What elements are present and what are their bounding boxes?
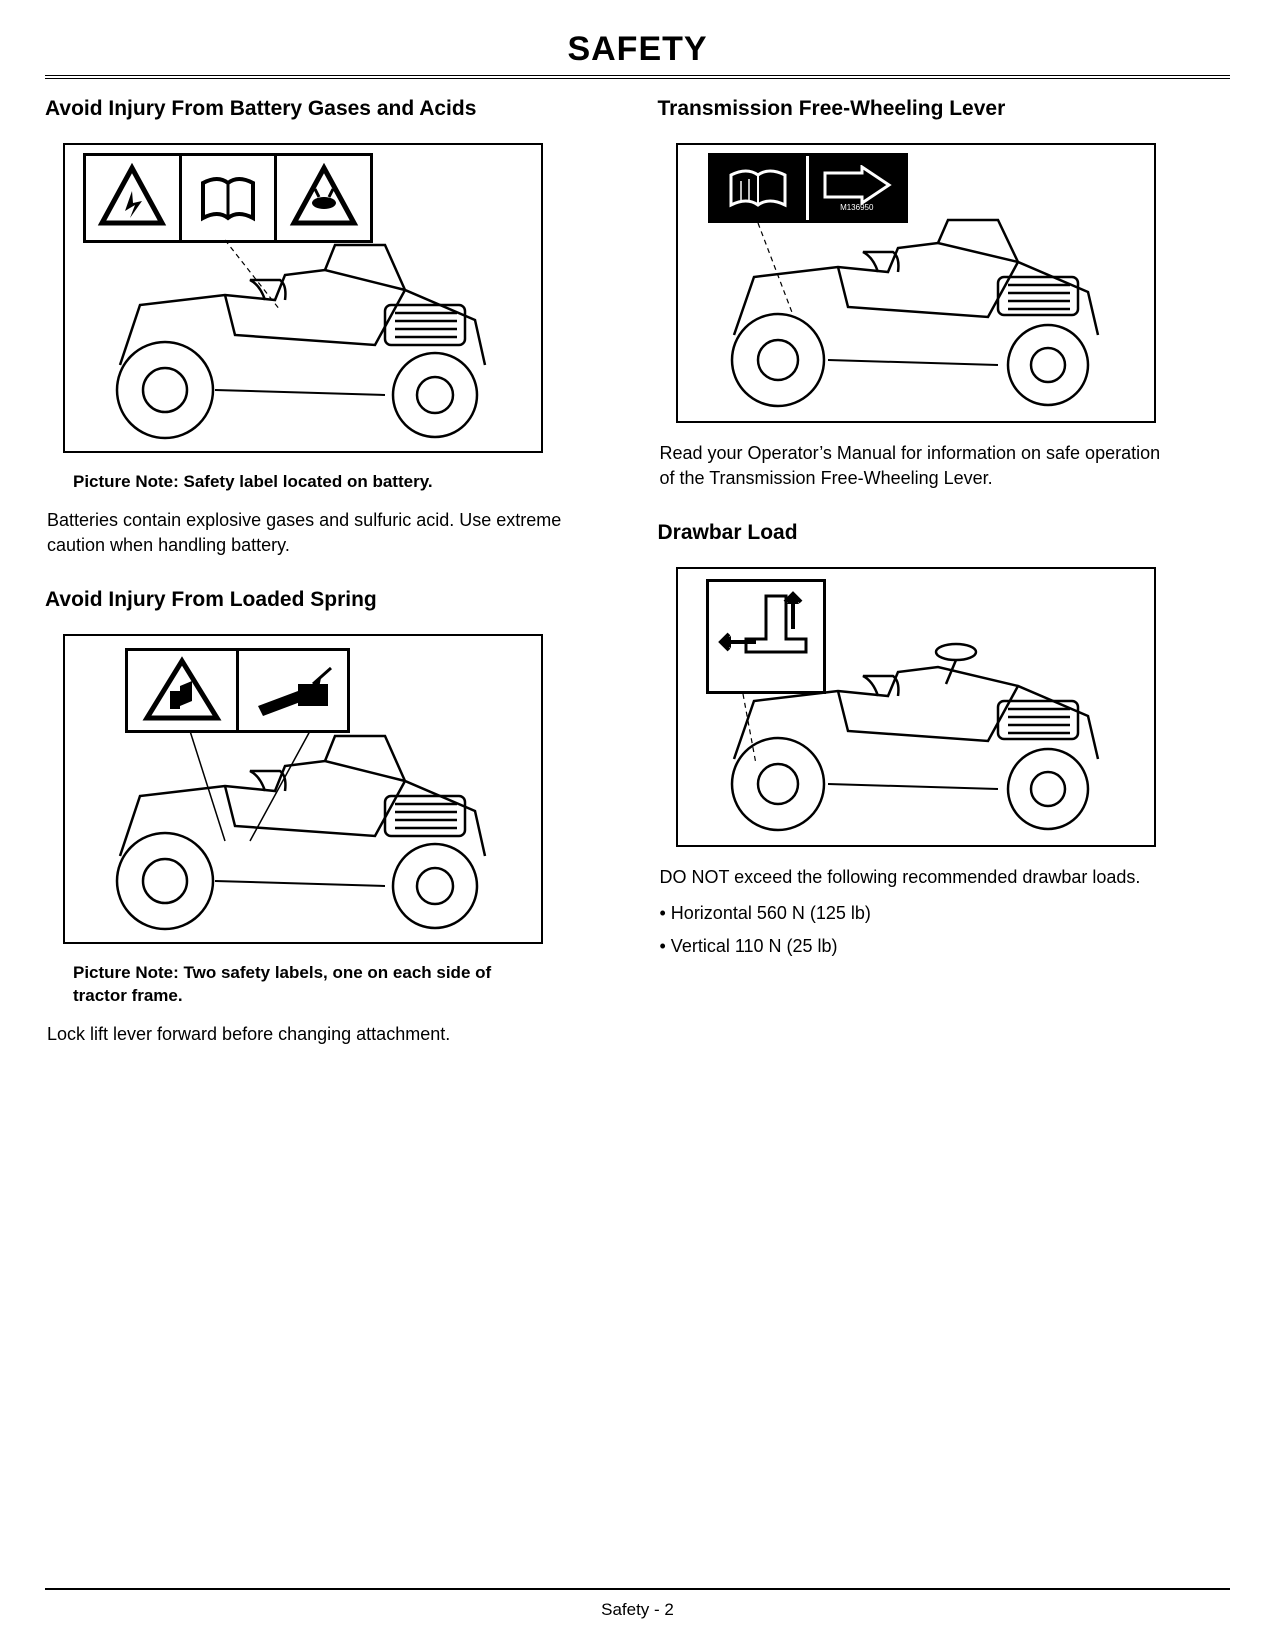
bullet-vertical: • Vertical 110 N (25 lb) <box>660 934 1231 959</box>
figure-spring <box>63 634 543 944</box>
right-column: Transmission Free-Wheeling Lever M136950 <box>658 97 1231 1077</box>
corrosive-warning-icon <box>277 156 370 240</box>
page-title: SAFETY <box>45 30 1230 69</box>
footer-rule <box>45 1588 1230 1590</box>
figure-drawbar <box>676 567 1156 847</box>
footer-text: Safety - 2 <box>0 1600 1275 1620</box>
picture-note-battery: Picture Note: Safety label located on ba… <box>73 471 543 494</box>
title-rule <box>45 75 1230 79</box>
safety-label-spring <box>125 648 350 733</box>
bullet-horizontal: • Horizontal 560 N (125 lb) <box>660 901 1231 926</box>
lock-lever-icon <box>239 651 347 730</box>
heading-spring: Avoid Injury From Loaded Spring <box>45 588 618 612</box>
body-spring: Lock lift lever forward before changing … <box>47 1022 567 1047</box>
heading-battery: Avoid Injury From Battery Gases and Acid… <box>45 97 618 121</box>
tractor-illustration <box>688 215 1148 415</box>
body-drawbar: DO NOT exceed the following recommended … <box>660 865 1180 890</box>
heading-transmission: Transmission Free-Wheeling Lever <box>658 97 1231 121</box>
safety-label-transmission: M136950 <box>708 153 908 223</box>
heading-drawbar: Drawbar Load <box>658 521 1231 545</box>
safety-label-battery <box>83 153 373 243</box>
body-battery: Batteries contain explosive gases and su… <box>47 508 567 558</box>
arrow-right-icon: M136950 <box>809 156 905 220</box>
figure-battery <box>63 143 543 453</box>
figure-transmission: M136950 <box>676 143 1156 423</box>
content-columns: Avoid Injury From Battery Gases and Acid… <box>45 97 1230 1077</box>
tractor-illustration <box>688 634 1148 839</box>
manual-icon <box>711 156 810 220</box>
picture-note-spring: Picture Note: Two safety labels, one on … <box>73 962 543 1008</box>
tractor-illustration <box>75 235 535 445</box>
manual-icon <box>182 156 278 240</box>
body-transmission: Read your Operator’s Manual for informat… <box>660 441 1180 491</box>
label-ref: M136950 <box>840 203 873 212</box>
explosion-warning-icon <box>86 156 182 240</box>
left-column: Avoid Injury From Battery Gases and Acid… <box>45 97 618 1077</box>
crush-warning-icon <box>128 651 239 730</box>
tractor-illustration <box>75 726 535 936</box>
